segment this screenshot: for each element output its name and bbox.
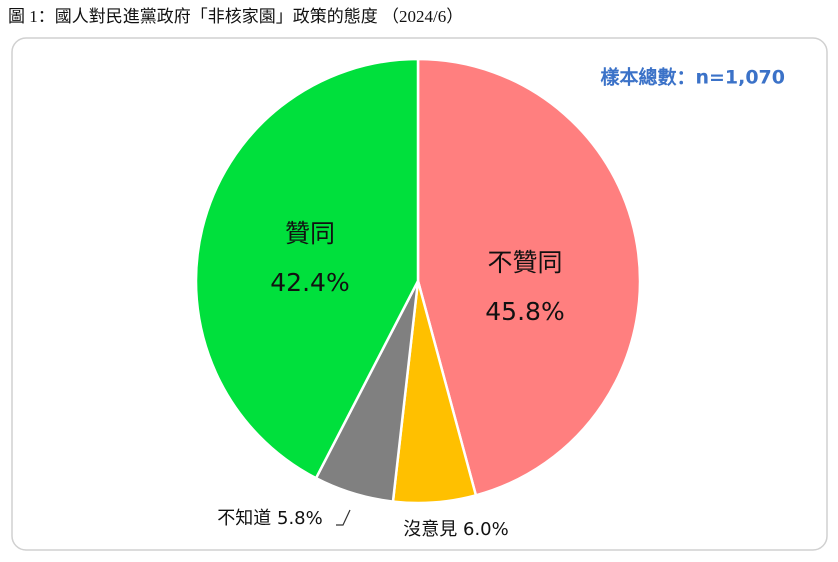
value-label: 6.0% — [463, 519, 509, 540]
slice-label-group: 不知道 5.8% — [217, 508, 322, 529]
value-label: 5.8% — [277, 508, 323, 529]
value-label: 42.4% — [270, 268, 349, 297]
slice-label: 贊同 — [285, 219, 335, 248]
pie — [194, 57, 642, 505]
leader-line — [336, 509, 351, 526]
slice-label: 不贊同 — [487, 248, 562, 277]
pie-slice — [194, 57, 420, 480]
chart-title: 圖 1：國人對民進黨政府「非核家園」政策的態度 （2024/6） — [8, 7, 463, 26]
value-label: 45.8% — [485, 297, 564, 326]
slice-label: 不知道 — [217, 508, 271, 529]
slice-label-group: 沒意見 6.0% — [403, 519, 508, 540]
slice-label: 沒意見 — [403, 519, 457, 540]
pie-slice — [416, 57, 642, 497]
sample-note: 樣本總數：n=1,070 — [600, 66, 785, 89]
